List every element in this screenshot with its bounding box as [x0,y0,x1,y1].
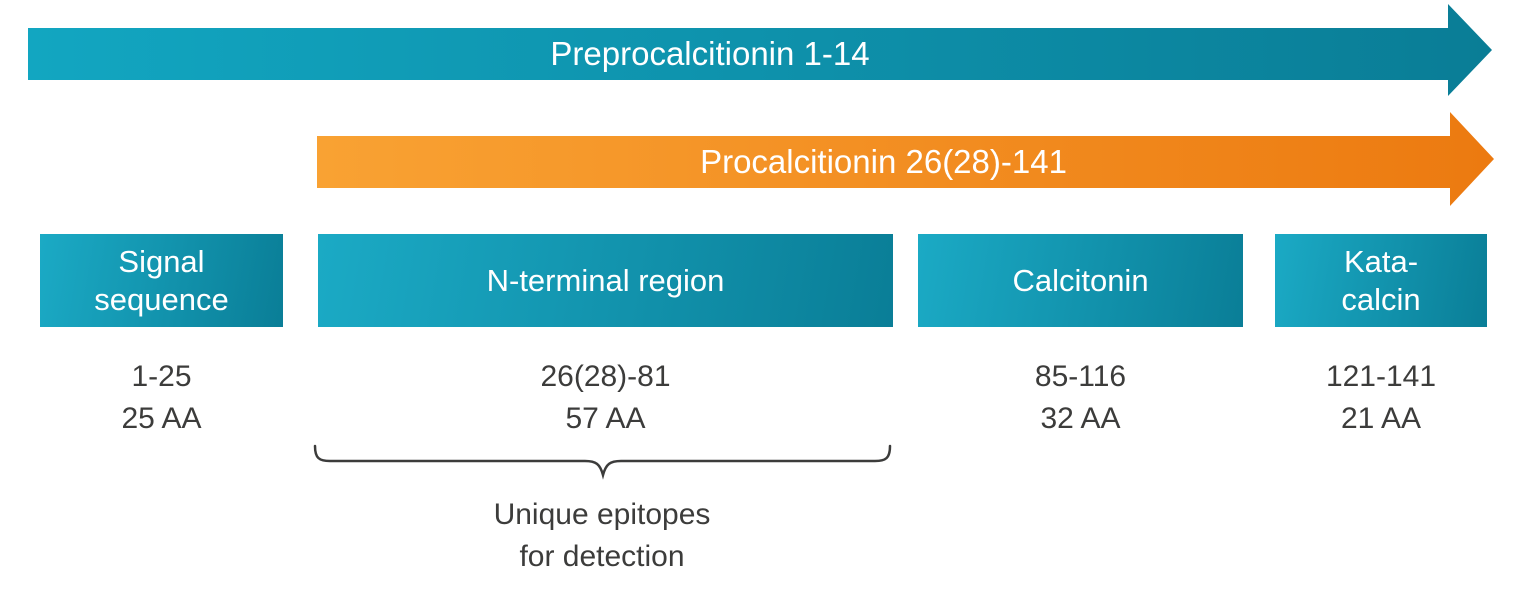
segment-length-n-terminal-region: 57 AA [565,402,646,435]
segment-length-calcitonin: 32 AA [1040,402,1121,435]
segment-range-katacalcin: 121-141 [1325,360,1437,393]
segment-range-calcitonin: 85-116 [1034,360,1127,393]
segment-label-signal-sequence: Signal sequence [94,243,229,317]
segment-box-signal-sequence: Signal sequence [40,234,283,327]
segment-range-signal-sequence: 1-25 [131,360,192,393]
segment-label-n-terminal-region: N-terminal region [486,262,725,298]
segment-info-signal-sequence: 1-25 25 AA [40,356,283,440]
segment-box-calcitonin: Calcitonin [918,234,1243,327]
preprocalcitonin-arrow-label: Preprocalcitionin 1-14 [550,35,870,72]
segment-info-n-terminal-region: 26(28)-81 57 AA [318,356,893,440]
segment-range-n-terminal-region: 26(28)-81 [540,360,671,393]
segment-label-calcitonin: Calcitonin [1012,262,1149,298]
segment-box-n-terminal-region: N-terminal region [318,234,893,327]
segment-label-katacalcin: Kata- calcin [1341,243,1421,317]
procalcitonin-arrow-label: Procalcitionin 26(28)-141 [700,143,1067,180]
segment-box-katacalcin: Kata- calcin [1275,234,1487,327]
segment-info-katacalcin: 121-141 21 AA [1275,356,1487,440]
segment-length-katacalcin: 21 AA [1340,402,1422,435]
unique-epitopes-caption: Unique epitopes for detection [493,498,711,573]
segment-length-signal-sequence: 25 AA [121,402,202,435]
epitope-brace [313,444,892,480]
segment-info-calcitonin: 85-116 32 AA [918,356,1243,440]
